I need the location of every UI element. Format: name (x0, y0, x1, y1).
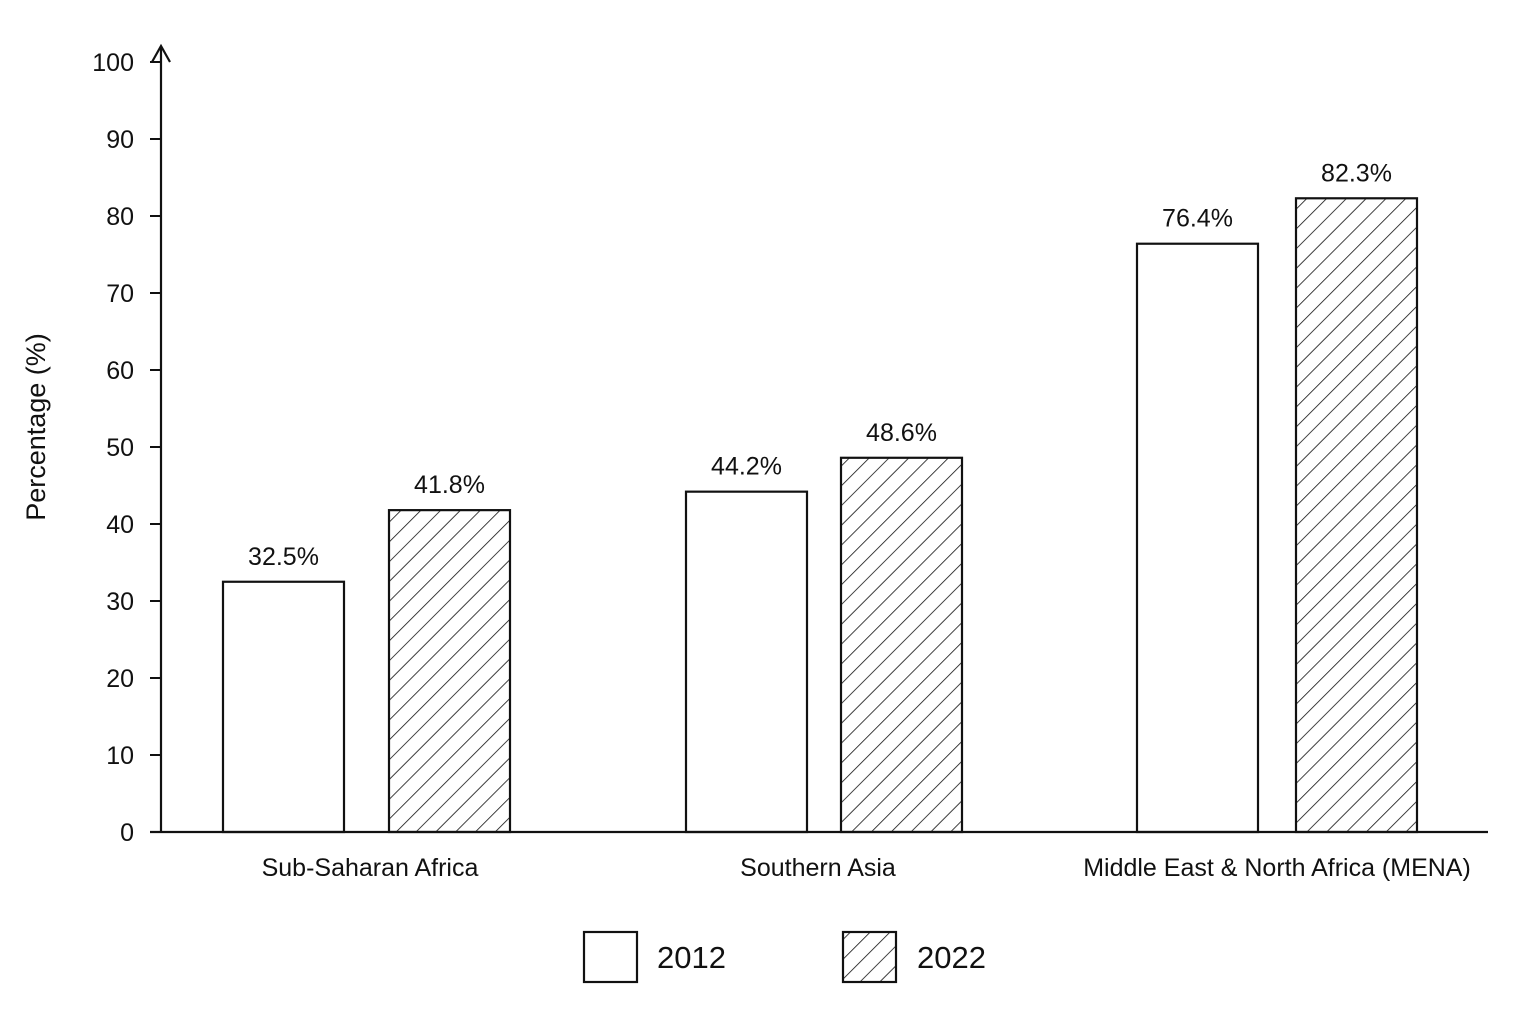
x-axis: Sub-Saharan Africa Southern Asia Middle Ea… (150, 830, 1488, 882)
y-axis: 0 10 20 30 40 50 60 70 80 90 100 (92, 43, 171, 847)
bar-2022-1 (839, 456, 964, 834)
value-labels: 32.5% 44.2% 76.4% 41.8% 48.6% 82.3% (248, 159, 1392, 570)
data-label-2012-0: 32.5% (248, 543, 319, 571)
y-tick-label: 10 (106, 742, 134, 770)
category-label: Southern Asia (740, 854, 896, 882)
y-axis-label: Percentage (%) (21, 333, 51, 521)
data-label-2012-1: 44.2% (711, 453, 782, 481)
legend-label-2012: 2012 (657, 940, 726, 975)
y-axis-arrow (151, 43, 171, 63)
bar-2022-0 (387, 509, 512, 834)
legend-swatch-2022 (841, 930, 898, 984)
legend-swatch-2012 (582, 930, 639, 984)
y-tick-label: 90 (106, 126, 134, 154)
data-label-2022-1: 48.6% (866, 419, 937, 447)
category-label: Middle East & North Africa (MENA) (1083, 854, 1471, 882)
y-tick-label: 60 (106, 357, 134, 385)
legend: 2012 2022 (582, 930, 986, 984)
bar-2012-1 (684, 490, 809, 834)
y-tick-label: 40 (106, 511, 134, 539)
bar-2012-0 (221, 580, 346, 834)
bar-2022-2 (1294, 197, 1419, 834)
y-tick-label: 70 (106, 280, 134, 308)
data-label-2022-2: 82.3% (1321, 159, 1392, 187)
y-tick-label: 50 (106, 434, 134, 462)
bars (221, 197, 1419, 834)
y-tick-label: 80 (106, 203, 134, 231)
y-tick-label: 30 (106, 588, 134, 616)
data-label-2012-2: 76.4% (1162, 205, 1233, 233)
data-label-2022-0: 41.8% (414, 471, 485, 499)
legend-label-2022: 2022 (917, 940, 986, 975)
y-tick-label: 20 (106, 665, 134, 693)
y-tick-label: 0 (120, 819, 134, 847)
category-label: Sub-Saharan Africa (262, 854, 479, 882)
bar-2012-2 (1135, 242, 1260, 834)
y-tick-label: 100 (92, 49, 134, 77)
